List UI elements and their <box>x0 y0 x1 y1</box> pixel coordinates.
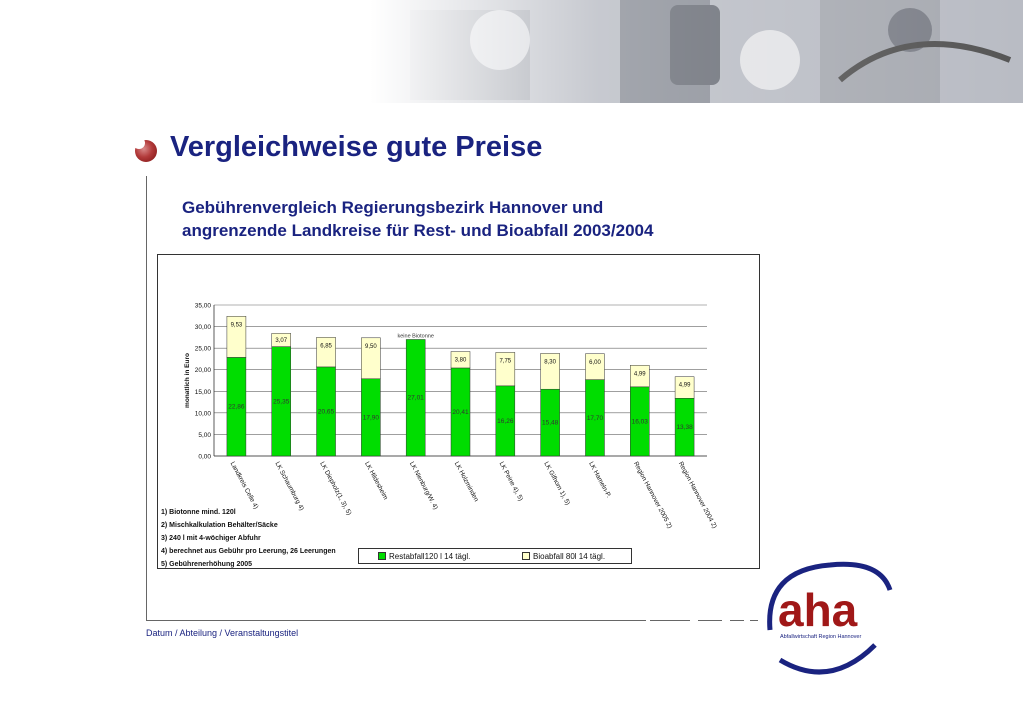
data-label-restabfall: 27,01 <box>408 395 425 402</box>
y-tick-label: 5,00 <box>198 432 211 439</box>
bar-restabfall <box>405 339 426 457</box>
footnotes: 1) Biotonne mind. 120l 2) Mischkalkulati… <box>161 506 336 571</box>
legend-item-bio: Bioabfall 80l 14 tägl. <box>522 552 605 561</box>
chart-frame: 0,00 5,00 10,00 15,00 20,00 25,00 30,00 35,00 mo… <box>157 254 760 569</box>
bar-bioabfall <box>271 333 291 347</box>
chart-heading-line1: Gebührenvergleich Regierungsbezirk Hanno… <box>182 198 604 217</box>
bar-bioabfall <box>495 352 516 387</box>
frame-dash <box>750 620 758 621</box>
data-label-bioabfall: 4,99 <box>679 383 691 389</box>
bar-bioabfall <box>585 353 605 380</box>
logo-tagline: Abfallwirtschaft Region Hannover <box>780 634 861 640</box>
frame-dash <box>730 620 744 621</box>
legend-swatch-bio <box>522 552 530 560</box>
x-tick-label: Landkreis Celle 4) <box>229 461 260 511</box>
data-label-restabfall: 22,86 <box>228 404 245 411</box>
aha-logo: aha Abfallwirtschaft Region Hannover <box>767 561 893 675</box>
data-label-bioabfall: 7,75 <box>499 358 511 364</box>
data-label-restabfall: 20,65 <box>318 408 335 415</box>
logo-wordmark: aha <box>778 584 858 636</box>
data-label-bioabfall: 6,85 <box>320 343 332 349</box>
y-axis-label: monatlich in Euro <box>184 353 191 408</box>
annotation-keine-biotonne: keine Biotonne <box>397 333 433 339</box>
legend-swatch-rest <box>378 552 386 560</box>
frame-dash <box>650 620 690 621</box>
footer-text: Datum / Abteilung / Veranstaltungstitel <box>146 628 299 638</box>
x-tick-label: LK Peine 4), 5) <box>498 461 525 503</box>
bar-bioabfall <box>450 351 471 369</box>
legend-item-rest: Restabfall120 l 14 tägl. <box>378 552 470 561</box>
bar-bioabfall <box>226 316 247 358</box>
chart-heading: Gebührenvergleich Regierungsbezirk Hanno… <box>182 196 653 242</box>
y-tick-label: 35,00 <box>195 303 212 310</box>
x-tick-label: Region Hannover 2004 2) <box>677 461 718 530</box>
frame-line-horizontal <box>146 620 646 621</box>
footnote: 5) Gebührenerhöhung 2005 <box>161 561 253 568</box>
footnote: 2) Mischkalkulation Behälter/Säcke <box>161 522 278 529</box>
bar-chart: 0,00 5,00 10,00 15,00 20,00 25,00 30,00 35,00 mo… <box>184 303 718 530</box>
frame-line-vertical <box>146 176 147 621</box>
data-label-bioabfall: 9,53 <box>231 322 243 328</box>
data-label-bioabfall: 3,80 <box>455 358 467 364</box>
data-label-restabfall: 13,38 <box>676 424 693 431</box>
footnote: 4) berechnet aus Gebühr pro Leerung, 26 … <box>161 548 336 555</box>
data-label-restabfall: 16,26 <box>497 418 514 425</box>
y-tick-label: 10,00 <box>195 410 212 417</box>
y-tick-label: 25,00 <box>195 346 212 353</box>
x-tick-label: Region Hannover 2005 2) <box>632 461 673 530</box>
y-tick-label: 30,00 <box>195 324 212 331</box>
bar-bioabfall <box>316 337 336 368</box>
chart-legend: Restabfall120 l 14 tägl. Bioabfall 80l 1… <box>358 548 632 564</box>
legend-label-rest: Restabfall120 l 14 tägl. <box>389 552 471 561</box>
data-label-bioabfall: 4,99 <box>634 371 646 377</box>
bar-bioabfall <box>630 365 650 388</box>
data-label-bioabfall: 6,00 <box>589 360 601 366</box>
data-label-restabfall: 25,35 <box>273 398 290 405</box>
x-tick-label: LK Gifhorn 1), 5) <box>542 461 571 507</box>
legend-label-bio: Bioabfall 80l 14 tägl. <box>533 552 606 561</box>
data-label-restabfall: 20,41 <box>452 409 469 416</box>
data-label-restabfall: 17,90 <box>363 414 380 421</box>
slide-title: Vergleichweise gute Preise <box>170 131 543 163</box>
y-tick-label: 0,00 <box>198 454 211 461</box>
bar-bioabfall <box>674 376 695 399</box>
data-label-bioabfall: 8,30 <box>544 359 556 365</box>
x-tick-label: LK Nienburg/W. 4) <box>408 461 439 511</box>
data-label-restabfall: 15,48 <box>542 420 559 427</box>
x-tick-label: LK Schaumburg 4) <box>273 461 305 512</box>
frame-dash <box>698 620 722 621</box>
footnote: 1) Biotonne mind. 120l <box>161 509 236 516</box>
y-tick-label: 15,00 <box>195 389 212 396</box>
data-label-bioabfall: 3,07 <box>275 338 287 344</box>
chart-heading-line2: angrenzende Landkreise für Rest- und Bio… <box>182 221 654 240</box>
header-banner-image <box>370 0 1023 103</box>
x-tick-label: LK Hildesheim <box>363 461 389 501</box>
footnote: 3) 240 l mit 4-wöchiger Abfuhr <box>161 535 261 542</box>
x-tick-label: LK Hameln-P. <box>587 461 612 499</box>
title-bullet-icon <box>133 137 157 162</box>
bar-bioabfall <box>540 353 560 390</box>
data-label-restabfall: 16,03 <box>632 418 649 425</box>
data-label-restabfall: 17,70 <box>587 415 604 422</box>
y-tick-label: 20,00 <box>195 367 212 374</box>
x-tick-label: LK Holzminden <box>453 461 480 504</box>
data-label-bioabfall: 9,50 <box>365 344 377 350</box>
bar-bioabfall <box>361 337 381 380</box>
